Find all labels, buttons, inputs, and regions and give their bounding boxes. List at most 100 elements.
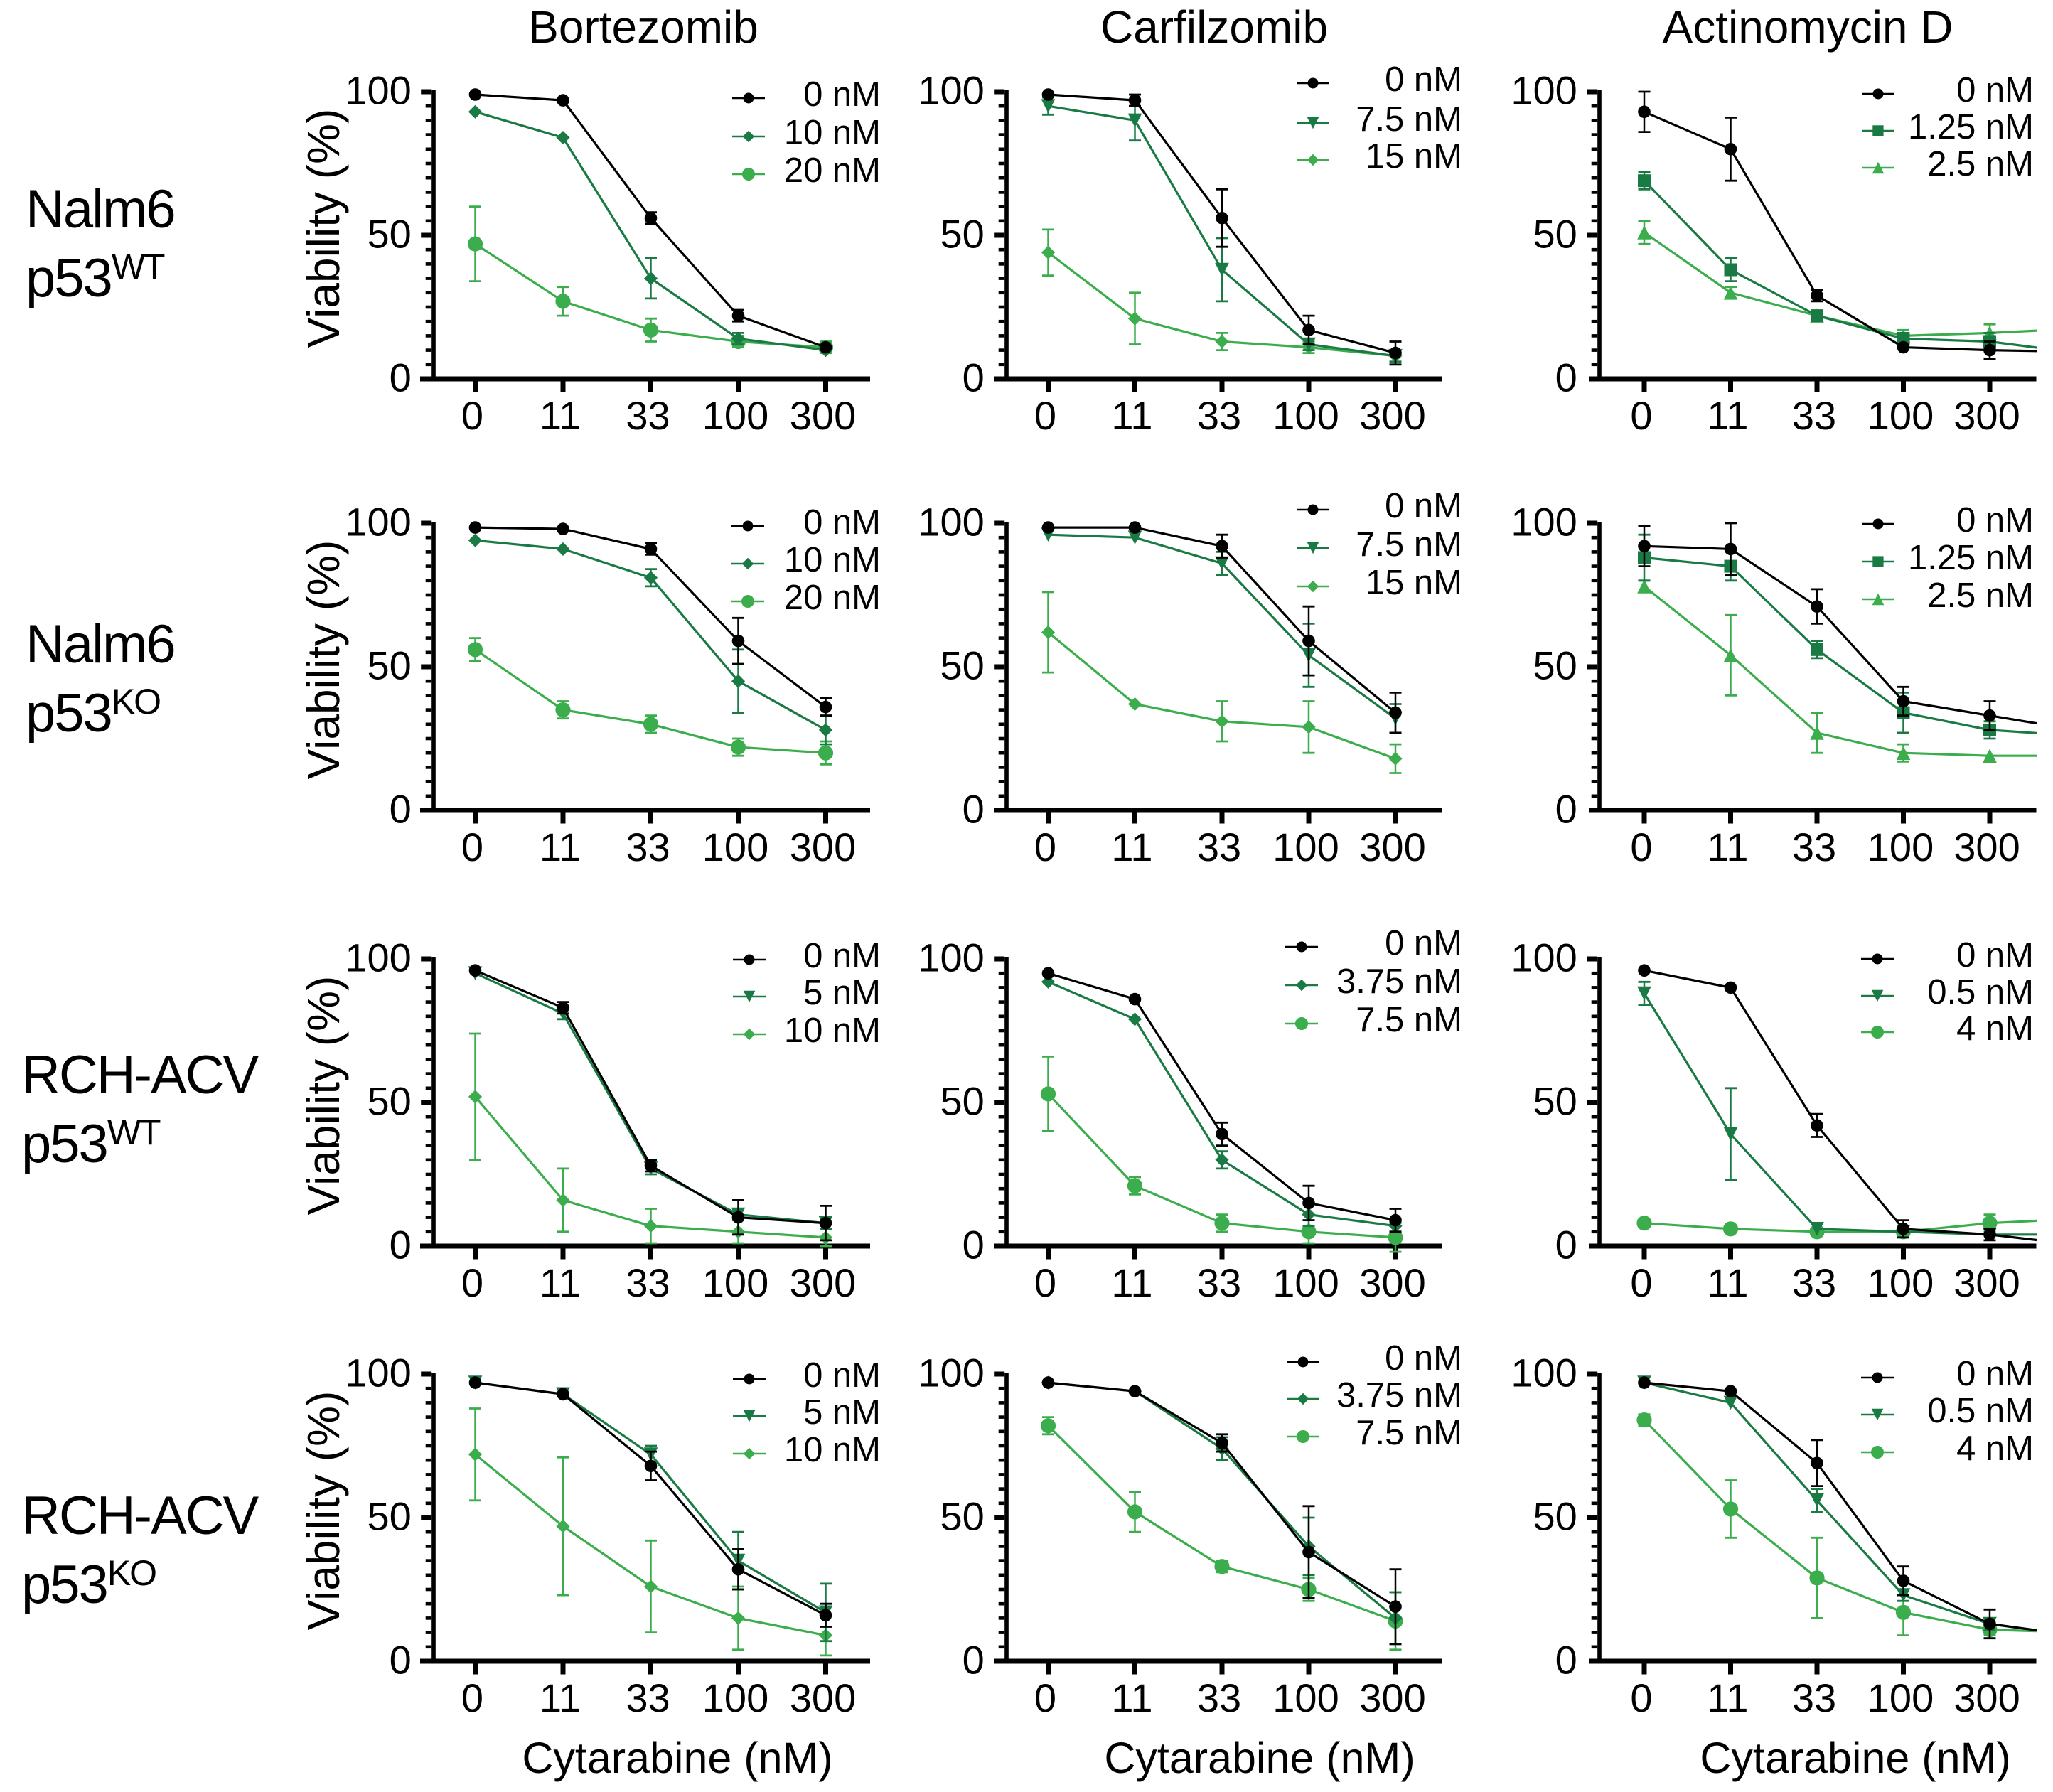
svg-text:0: 0 xyxy=(963,787,985,832)
svg-text:33: 33 xyxy=(1197,1675,1241,1720)
svg-text:33: 33 xyxy=(1197,393,1241,438)
svg-text:100: 100 xyxy=(1272,393,1339,438)
svg-text:7.5 nM: 7.5 nM xyxy=(1356,1414,1462,1452)
svg-text:Viability (%): Viability (%) xyxy=(298,1391,349,1631)
svg-text:100: 100 xyxy=(1511,935,1577,980)
svg-text:100: 100 xyxy=(1272,1260,1339,1305)
svg-text:Viability (%): Viability (%) xyxy=(298,540,349,780)
svg-text:33: 33 xyxy=(1792,1260,1836,1305)
svg-text:300: 300 xyxy=(790,1260,856,1305)
svg-text:50: 50 xyxy=(940,1079,985,1124)
svg-text:100: 100 xyxy=(345,68,411,113)
svg-text:Bortezomib: Bortezomib xyxy=(528,1,759,53)
svg-text:100: 100 xyxy=(918,500,984,544)
svg-text:0 nM: 0 nM xyxy=(1385,1339,1462,1378)
svg-text:0 nM: 0 nM xyxy=(1956,1355,2034,1393)
svg-text:50: 50 xyxy=(368,1079,412,1124)
svg-text:33: 33 xyxy=(626,1675,670,1720)
svg-text:0 nM: 0 nM xyxy=(1385,487,1462,525)
svg-text:33: 33 xyxy=(1792,393,1836,438)
svg-text:2.5 nM: 2.5 nM xyxy=(1927,145,2034,183)
svg-text:33: 33 xyxy=(626,393,670,438)
svg-text:10 nM: 10 nM xyxy=(784,1012,881,1050)
svg-text:50: 50 xyxy=(940,212,985,257)
svg-text:100: 100 xyxy=(918,68,984,113)
svg-text:11: 11 xyxy=(540,1675,581,1720)
svg-text:Cytarabine (nM): Cytarabine (nM) xyxy=(1700,1734,2010,1782)
svg-text:100: 100 xyxy=(1511,500,1577,544)
svg-text:300: 300 xyxy=(1359,393,1425,438)
svg-text:0: 0 xyxy=(963,355,985,400)
svg-text:7.5 nM: 7.5 nM xyxy=(1356,525,1462,564)
svg-text:RCH-ACV: RCH-ACV xyxy=(21,1486,259,1546)
svg-text:33: 33 xyxy=(1792,825,1836,869)
svg-text:100: 100 xyxy=(702,393,768,438)
svg-text:11: 11 xyxy=(1707,1675,1748,1720)
svg-text:0 nM: 0 nM xyxy=(803,75,881,114)
svg-text:100: 100 xyxy=(1867,1675,1934,1720)
svg-text:33: 33 xyxy=(1792,1675,1836,1720)
svg-text:0 nM: 0 nM xyxy=(1956,71,2034,109)
svg-text:100: 100 xyxy=(345,935,411,980)
svg-text:300: 300 xyxy=(790,1675,856,1720)
svg-text:100: 100 xyxy=(1867,825,1934,869)
svg-text:100: 100 xyxy=(1511,68,1577,113)
svg-text:Cytarabine (nM): Cytarabine (nM) xyxy=(1104,1734,1415,1782)
svg-text:300: 300 xyxy=(790,393,856,438)
svg-text:300: 300 xyxy=(1359,825,1425,869)
svg-text:0: 0 xyxy=(461,393,483,438)
svg-text:0 nM: 0 nM xyxy=(1956,501,2034,540)
svg-text:50: 50 xyxy=(1533,1079,1577,1124)
svg-text:0: 0 xyxy=(1630,1260,1652,1305)
svg-text:0: 0 xyxy=(1034,1260,1056,1305)
svg-text:300: 300 xyxy=(1359,1675,1425,1720)
svg-text:50: 50 xyxy=(1533,643,1577,688)
svg-text:Nalm6: Nalm6 xyxy=(26,614,175,675)
svg-text:0: 0 xyxy=(390,787,412,832)
svg-text:33: 33 xyxy=(1197,1260,1241,1305)
svg-text:Carfilzomib: Carfilzomib xyxy=(1100,1,1328,53)
svg-text:5 nM: 5 nM xyxy=(803,1393,881,1432)
svg-text:0: 0 xyxy=(461,1260,483,1305)
svg-text:0 nM: 0 nM xyxy=(803,1356,881,1395)
svg-text:11: 11 xyxy=(1707,825,1748,869)
svg-text:Actinomycin D: Actinomycin D xyxy=(1663,1,1953,53)
svg-text:100: 100 xyxy=(1867,393,1934,438)
svg-text:50: 50 xyxy=(940,643,985,688)
svg-text:0 nM: 0 nM xyxy=(1385,60,1462,99)
svg-text:0: 0 xyxy=(1034,393,1056,438)
svg-text:5 nM: 5 nM xyxy=(803,974,881,1012)
svg-text:0: 0 xyxy=(390,1638,412,1683)
svg-text:11: 11 xyxy=(1111,1260,1152,1305)
svg-text:11: 11 xyxy=(1111,393,1152,438)
svg-text:100: 100 xyxy=(1867,1260,1934,1305)
svg-text:100: 100 xyxy=(345,1351,411,1395)
svg-text:50: 50 xyxy=(368,212,412,257)
svg-text:50: 50 xyxy=(368,1494,412,1539)
svg-text:10 nM: 10 nM xyxy=(784,541,881,579)
svg-text:0: 0 xyxy=(1630,393,1652,438)
svg-text:300: 300 xyxy=(1953,1675,2020,1720)
svg-text:11: 11 xyxy=(540,393,581,438)
svg-text:100: 100 xyxy=(702,1675,768,1720)
svg-text:0 nM: 0 nM xyxy=(803,503,881,542)
svg-text:11: 11 xyxy=(540,1260,581,1305)
svg-text:10 nM: 10 nM xyxy=(784,1431,881,1469)
svg-text:50: 50 xyxy=(1533,212,1577,257)
svg-text:0: 0 xyxy=(1555,787,1577,832)
svg-text:0: 0 xyxy=(461,1675,483,1720)
svg-text:0: 0 xyxy=(1555,1223,1577,1267)
svg-text:0: 0 xyxy=(1034,1675,1056,1720)
svg-text:Viability (%): Viability (%) xyxy=(298,976,349,1216)
svg-text:1.25 nM: 1.25 nM xyxy=(1908,108,2034,146)
svg-text:1.25 nM: 1.25 nM xyxy=(1908,539,2034,577)
svg-text:0: 0 xyxy=(390,355,412,400)
svg-text:0: 0 xyxy=(461,825,483,869)
svg-text:300: 300 xyxy=(790,825,856,869)
svg-text:11: 11 xyxy=(1707,393,1748,438)
svg-text:50: 50 xyxy=(368,643,412,688)
svg-text:100: 100 xyxy=(918,1351,984,1395)
svg-text:100: 100 xyxy=(345,500,411,544)
svg-text:0.5 nM: 0.5 nM xyxy=(1927,973,2034,1012)
svg-text:0: 0 xyxy=(963,1638,985,1683)
